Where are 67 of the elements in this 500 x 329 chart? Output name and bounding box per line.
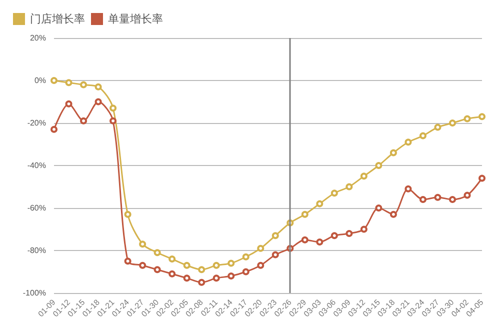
- point: [272, 232, 279, 240]
- point: [183, 262, 190, 269]
- y-tick-label: 20%: [30, 34, 46, 42]
- point: [124, 258, 132, 265]
- point: [316, 238, 324, 246]
- point: [65, 79, 72, 86]
- y-tick-label: -60%: [27, 204, 46, 212]
- point: [212, 262, 220, 269]
- point: [419, 196, 426, 203]
- point: [94, 98, 102, 106]
- point: [316, 200, 324, 208]
- point: [168, 270, 176, 278]
- point: [65, 100, 72, 108]
- point: [360, 226, 368, 233]
- point: [198, 278, 206, 286]
- point: [257, 244, 264, 252]
- point: [228, 260, 235, 267]
- legend-label: 单量增长率: [108, 12, 163, 26]
- point: [110, 117, 117, 124]
- point: [212, 274, 220, 282]
- point: [448, 196, 456, 203]
- point: [154, 249, 161, 256]
- point: [464, 115, 471, 122]
- point: [183, 274, 190, 282]
- point: [404, 138, 412, 146]
- point: [346, 230, 353, 237]
- point: [242, 253, 250, 260]
- point: [390, 149, 397, 156]
- point: [448, 120, 456, 126]
- point: [50, 126, 58, 133]
- point: [434, 194, 442, 201]
- y-tick-label: -40%: [27, 161, 46, 170]
- point: [257, 262, 264, 269]
- y-tick-label: -20%: [27, 118, 46, 128]
- y-tick-label: 0%: [34, 76, 46, 85]
- point: [301, 210, 308, 218]
- point: [419, 132, 426, 140]
- legend-label: 门店增长率: [30, 12, 85, 26]
- point: [124, 210, 132, 218]
- point: [139, 262, 146, 269]
- point: [80, 117, 88, 124]
- point: [154, 266, 161, 274]
- point: [434, 124, 442, 131]
- point: [478, 113, 486, 120]
- point: [198, 266, 206, 274]
- point: [139, 240, 146, 248]
- point: [301, 236, 308, 244]
- y-tick-label: -80%: [27, 246, 46, 255]
- point: [464, 192, 471, 199]
- point: [272, 251, 279, 258]
- point: [330, 232, 338, 240]
- point: [94, 83, 102, 90]
- point: [228, 272, 235, 280]
- point: [110, 104, 117, 112]
- point: [375, 204, 382, 212]
- point: [242, 268, 250, 276]
- y-tick-label: -100%: [22, 288, 46, 298]
- point: [478, 174, 486, 182]
- point: [375, 162, 382, 169]
- point: [168, 256, 176, 262]
- point: [80, 81, 88, 88]
- point: [346, 183, 353, 190]
- point: [360, 172, 368, 180]
- point: [330, 190, 338, 197]
- point: [390, 210, 397, 218]
- point: [50, 77, 58, 84]
- point: [404, 185, 412, 192]
